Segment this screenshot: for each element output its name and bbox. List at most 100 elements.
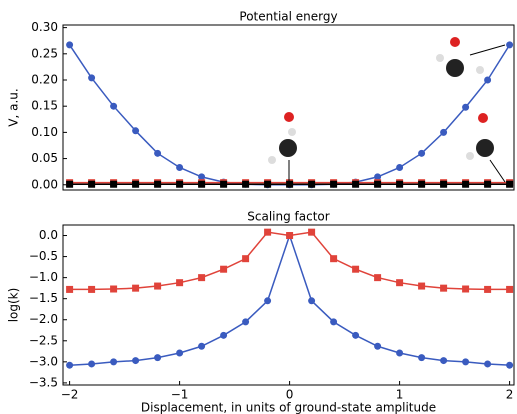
marker — [176, 180, 184, 188]
atom — [279, 139, 297, 157]
marker — [154, 354, 162, 362]
y-tick-label: 0.20 — [31, 73, 58, 87]
marker — [462, 103, 470, 111]
marker — [176, 163, 184, 171]
marker — [484, 76, 492, 84]
atom — [288, 128, 296, 136]
plot-frame — [62, 224, 515, 386]
atom — [478, 113, 488, 123]
marker — [396, 279, 404, 287]
marker — [462, 180, 470, 188]
marker — [506, 361, 514, 369]
y-tick-label: 0.00 — [31, 177, 58, 191]
marker — [198, 342, 206, 350]
marker — [88, 180, 96, 188]
marker — [110, 285, 118, 293]
y-tick-label: −3.0 — [29, 354, 58, 368]
marker — [242, 318, 250, 326]
y-tick-label: −2.0 — [29, 312, 58, 326]
atom — [268, 156, 276, 164]
marker — [440, 180, 448, 188]
atom — [466, 152, 474, 160]
marker — [484, 360, 492, 368]
y-tick-label: 0.25 — [31, 46, 58, 60]
marker — [286, 232, 294, 240]
marker — [264, 228, 272, 236]
marker — [88, 285, 96, 293]
arrow — [469, 44, 506, 56]
marker — [198, 173, 206, 181]
marker — [484, 180, 492, 188]
marker — [154, 282, 162, 290]
marker — [220, 331, 228, 339]
marker — [418, 149, 426, 157]
y-tick-label: −3.5 — [29, 375, 58, 389]
series-line — [69, 233, 510, 366]
atom — [476, 139, 494, 157]
marker — [198, 180, 206, 188]
marker — [440, 284, 448, 292]
marker — [308, 228, 316, 236]
marker — [374, 173, 382, 181]
marker — [506, 41, 514, 49]
marker — [264, 180, 272, 188]
marker — [352, 331, 360, 339]
atom — [450, 37, 460, 47]
marker — [264, 297, 272, 305]
marker — [132, 127, 140, 135]
y-axis-label: V, a.u. — [7, 88, 21, 126]
arrow — [489, 159, 506, 183]
x-tick-label: −1 — [171, 388, 189, 402]
x-tick-label: −2 — [61, 388, 79, 402]
y-tick-label: 0.15 — [31, 99, 58, 113]
marker — [132, 284, 140, 292]
marker — [110, 358, 118, 366]
marker — [66, 285, 74, 293]
x-axis-label: Displacement, in units of ground-state a… — [141, 401, 436, 414]
x-tick-label: 1 — [396, 388, 404, 402]
atom — [476, 66, 484, 74]
y-tick-label: −1.5 — [29, 291, 58, 305]
marker — [352, 180, 360, 188]
atom — [436, 54, 444, 62]
marker — [374, 274, 382, 282]
y-tick-label: 0.05 — [31, 151, 58, 165]
marker — [154, 149, 162, 157]
marker — [88, 360, 96, 368]
y-tick-label: −1.0 — [29, 270, 58, 284]
y-tick-label: 0.0 — [39, 228, 58, 242]
marker — [176, 279, 184, 287]
marker — [220, 180, 228, 188]
marker — [176, 349, 184, 357]
marker — [88, 74, 96, 82]
marker — [308, 180, 316, 188]
marker — [374, 180, 382, 188]
marker — [418, 282, 426, 290]
marker — [440, 357, 448, 365]
marker — [330, 318, 338, 326]
marker — [242, 180, 250, 188]
marker — [330, 180, 338, 188]
marker — [418, 354, 426, 362]
y-tick-label: 0.10 — [31, 125, 58, 139]
marker — [484, 285, 492, 293]
marker — [132, 180, 140, 188]
marker — [66, 361, 74, 369]
marker — [462, 285, 470, 293]
marker — [110, 102, 118, 110]
marker — [110, 180, 118, 188]
marker — [506, 180, 514, 188]
x-tick-label: 0 — [286, 388, 294, 402]
marker — [66, 180, 74, 188]
atom — [446, 59, 464, 77]
marker — [396, 349, 404, 357]
y-axis-label: log(k) — [7, 288, 21, 323]
series-line — [69, 231, 510, 291]
marker — [286, 180, 294, 188]
marker — [198, 274, 206, 282]
chart-title: Potential energy — [239, 10, 337, 24]
marker — [418, 180, 426, 188]
marker — [396, 163, 404, 171]
chart-title: Scaling factor — [247, 210, 329, 224]
y-tick-label: 0.30 — [31, 20, 58, 34]
